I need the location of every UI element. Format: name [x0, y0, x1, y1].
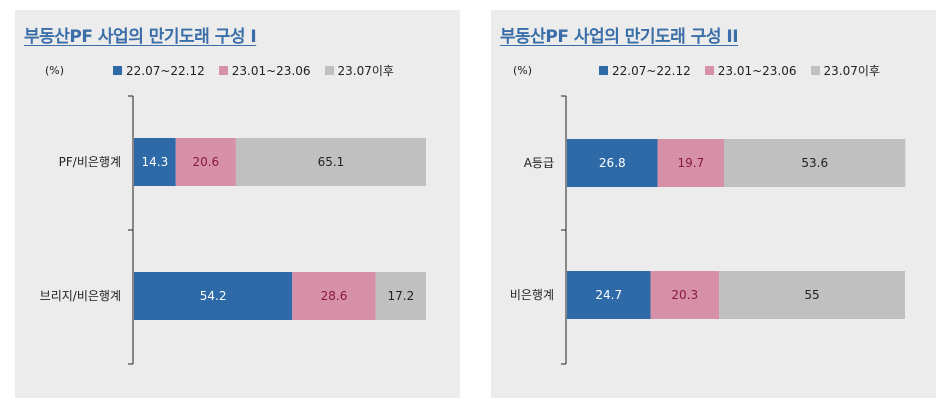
bar-segment [134, 272, 293, 320]
stacked-bar-chart: PF/비은행계 14.3 20.6 65.1 브리지/비은행계 54.2 28.6 17.2 [40, 95, 426, 365]
unit-label: (%) [513, 64, 533, 77]
legend-label: 23.01~23.06 [231, 63, 311, 78]
legend-item: 23.07이후 [810, 62, 880, 79]
data-label: 65.1 [318, 155, 345, 169]
legend-swatch [810, 66, 820, 75]
legend-label: 23.01~23.06 [717, 63, 797, 78]
bar-segment [375, 272, 426, 320]
legend: 22.07~22.12 23.01~23.06 23.07이후 [113, 62, 394, 79]
chart-panel-1: 부동산PF 사업의 만기도래 구성 I (%) 22.07~22.12 23.0… [15, 10, 460, 398]
legend-swatch [113, 66, 122, 75]
stacked-bar-chart: A등급 26.8 19.7 53.6 비은행계 24.7 20.3 55 [510, 95, 906, 365]
unit-label: (%) [45, 64, 65, 77]
category-label: PF/비은행계 [59, 154, 121, 169]
legend-swatch [218, 66, 228, 75]
category-label: A등급 [524, 156, 554, 170]
legend-item: 23.01~23.06 [218, 62, 311, 79]
chart-title: 부동산PF 사업의 만기도래 구성 I [24, 27, 257, 47]
legend-item: 22.07~22.12 [113, 62, 205, 79]
legend-label: 23.07이후 [823, 64, 880, 78]
bar-segment [235, 138, 426, 186]
legend: 22.07~22.12 23.01~23.06 23.07이후 [599, 62, 880, 79]
legend-item: 22.07~22.12 [599, 62, 691, 79]
chart-title: 부동산PF 사업의 만기도래 구성 II [500, 27, 739, 47]
data-label: 54.2 [200, 289, 227, 303]
data-label: 28.6 [321, 289, 348, 303]
legend-item: 23.07이후 [324, 62, 394, 79]
data-label: 20.6 [192, 155, 219, 169]
bar-segment [657, 139, 725, 187]
legend-label: 22.07~22.12 [612, 63, 691, 78]
data-label: 14.3 [142, 155, 169, 169]
bar-segment [719, 271, 905, 319]
category-label: 브리지/비은행계 [40, 288, 121, 303]
bar-segment [567, 139, 658, 187]
legend-label: 22.07~22.12 [126, 63, 205, 78]
bar-segment [650, 271, 720, 319]
data-label: 17.2 [388, 289, 415, 303]
legend-label: 23.07이후 [337, 64, 394, 78]
data-label: 55 [804, 288, 819, 302]
bar-segment [292, 272, 376, 320]
legend-swatch [704, 66, 714, 75]
data-label: 26.8 [599, 156, 626, 170]
bar-segment [567, 271, 651, 319]
category-label: 비은행계 [510, 287, 554, 302]
data-label: 20.3 [671, 288, 698, 302]
legend-swatch [324, 66, 334, 75]
bar-segment [175, 138, 236, 186]
data-label: 19.7 [678, 156, 705, 170]
bar-segment [134, 138, 176, 186]
chart-panel-2: 부동산PF 사업의 만기도래 구성 II (%) 22.07~22.12 23.… [491, 10, 936, 398]
data-label: 53.6 [801, 156, 828, 170]
data-label: 24.7 [595, 288, 622, 302]
legend-item: 23.01~23.06 [704, 62, 797, 79]
legend-swatch [599, 66, 608, 75]
bar-segment [724, 139, 906, 187]
